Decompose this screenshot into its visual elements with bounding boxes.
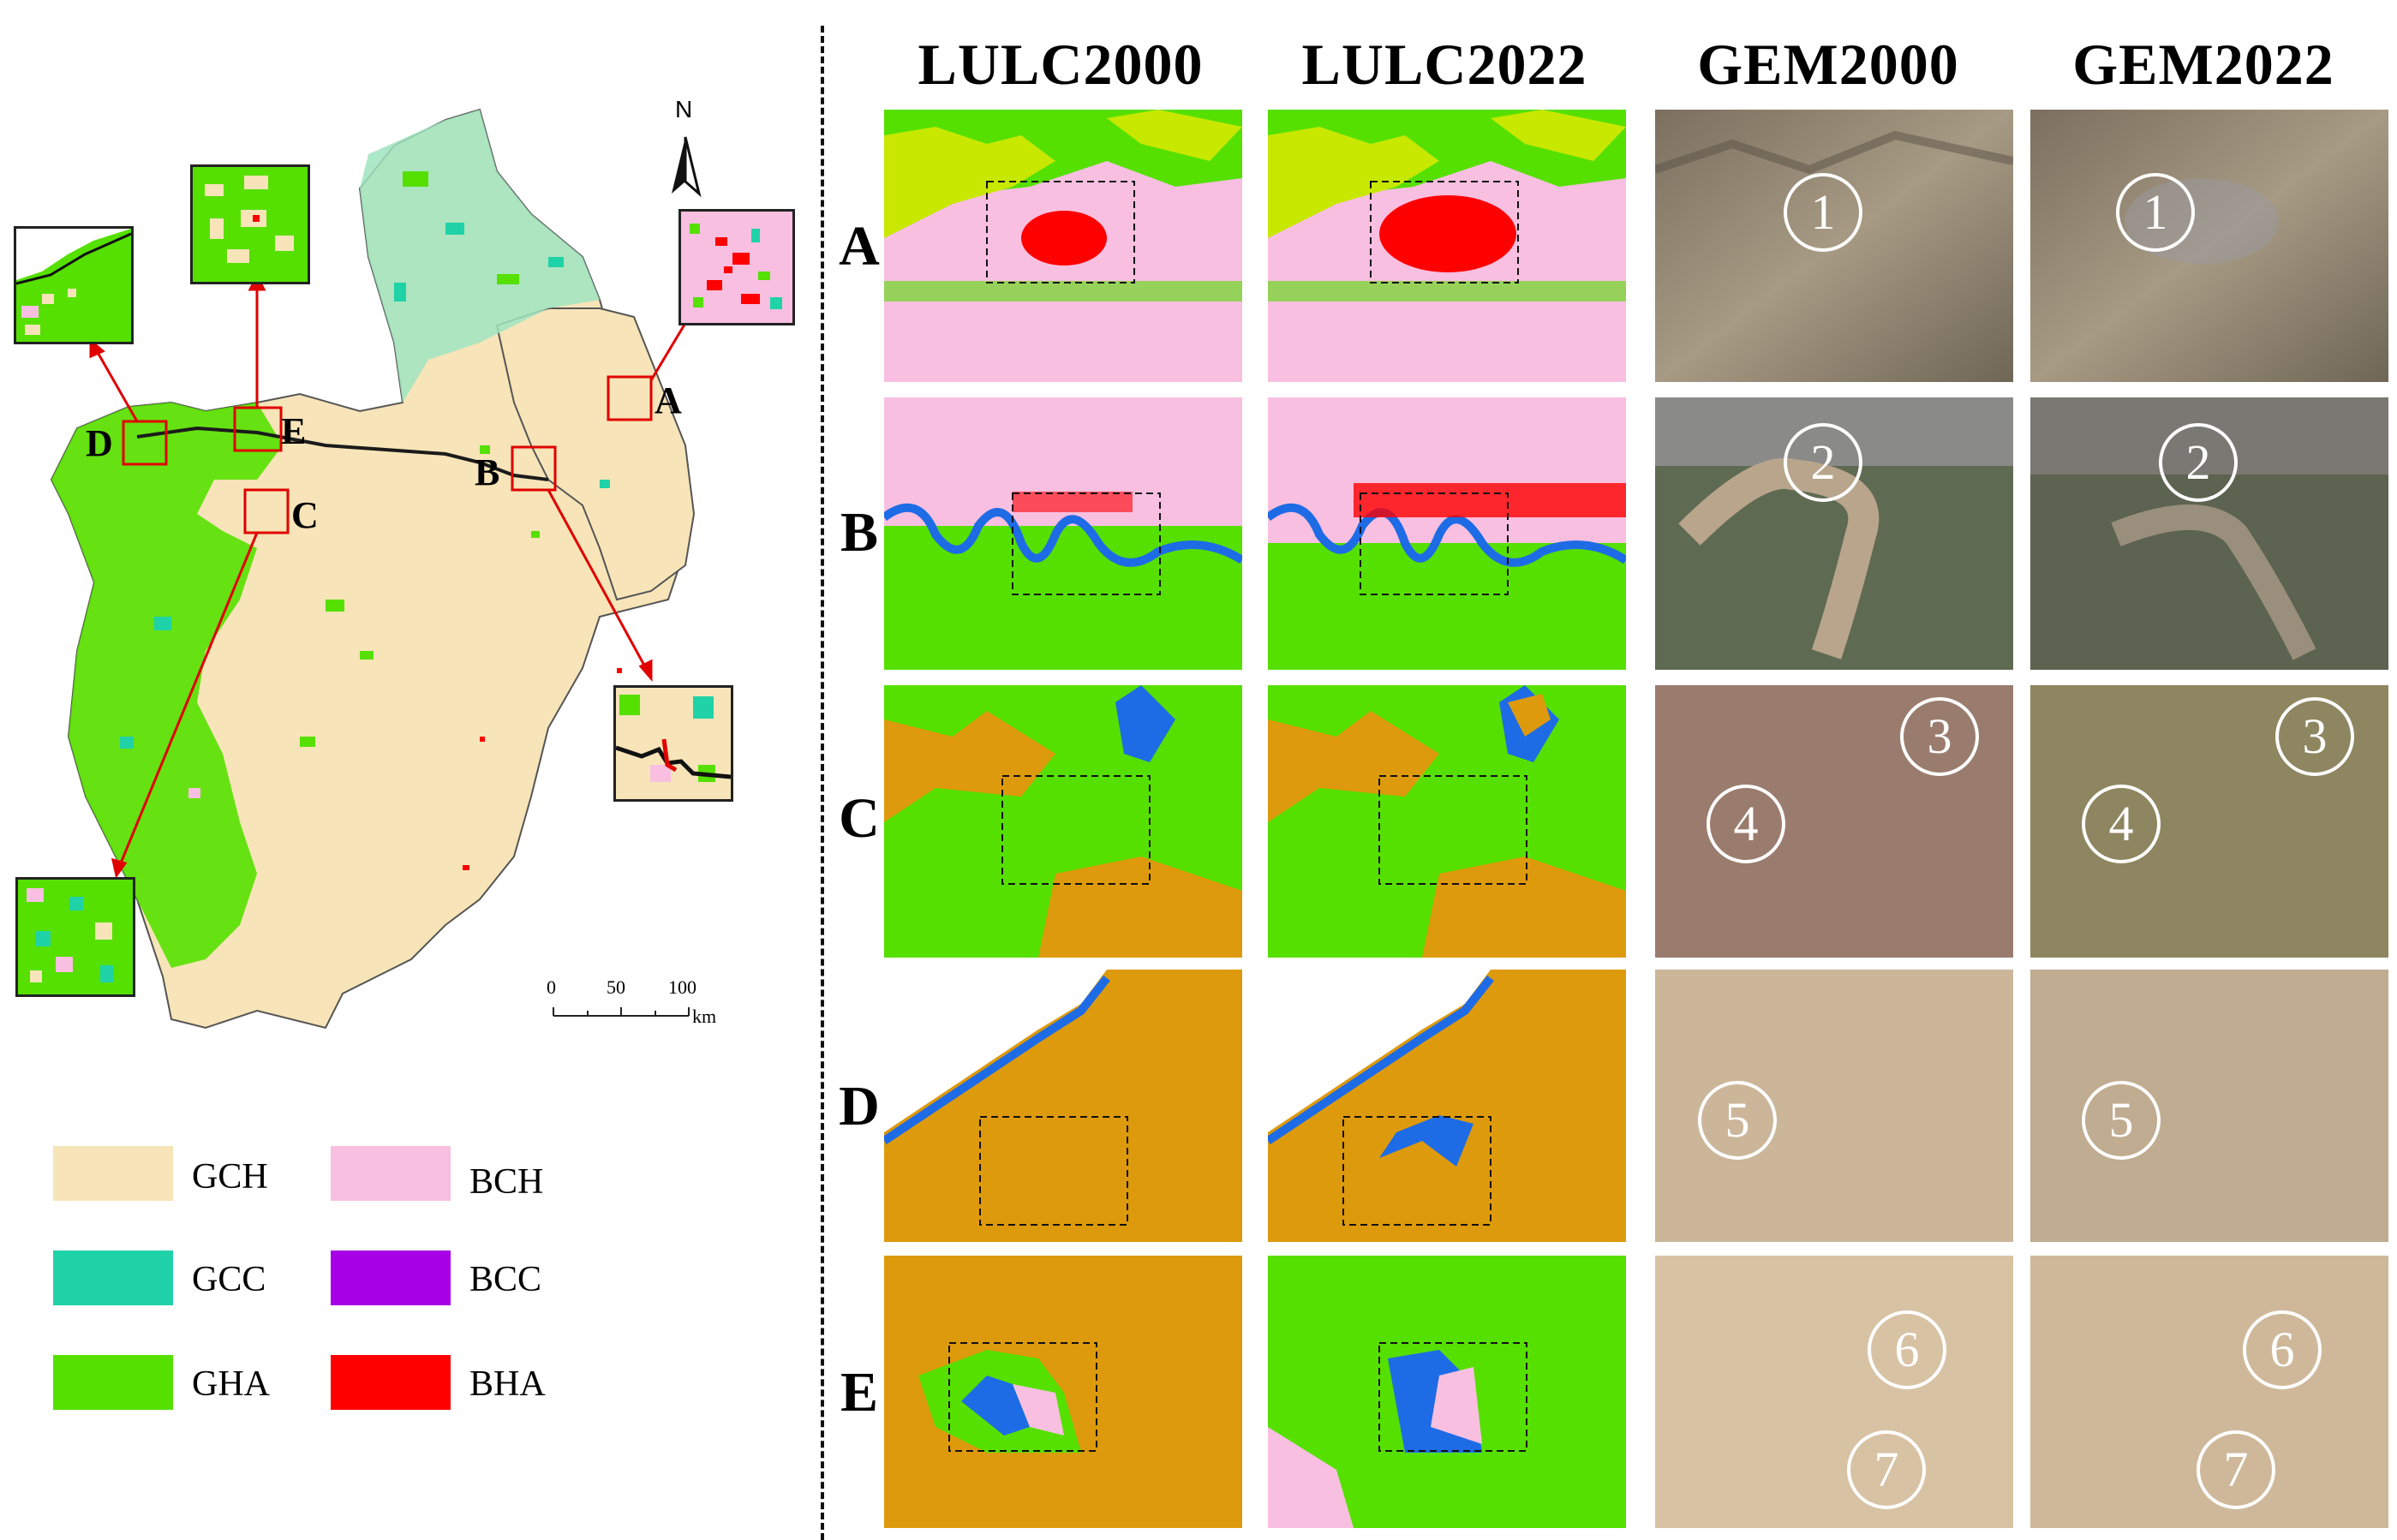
box-b [511, 445, 557, 492]
col-header-lulc2000: LULC2000 [918, 32, 1204, 97]
box-c [243, 488, 290, 534]
legend-label-gcc: GCC [192, 1260, 266, 1299]
row-letter-b: B [840, 501, 879, 564]
panel-b-gem2000: 2 [1655, 397, 2013, 670]
marker-3: 3 [1900, 697, 1979, 776]
row-letter-e: E [840, 1361, 879, 1424]
inset-b [613, 685, 733, 802]
legend-label-bcc: BCC [469, 1260, 542, 1299]
class-speckles [120, 171, 622, 870]
legend-label-bch: BCH [469, 1162, 544, 1202]
legend-label-bha: BHA [469, 1364, 546, 1404]
map-label-e: E [281, 410, 307, 452]
col-header-lulc2022: LULC2022 [1301, 32, 1587, 97]
map-label-a: A [655, 379, 682, 421]
river-line [136, 426, 549, 481]
inset-d [14, 226, 134, 344]
map-label-d: D [86, 422, 113, 464]
panel-c-lulc2022 [1268, 685, 1626, 958]
row-letter-c: C [839, 787, 880, 850]
col-header-gem2000: GEM2000 [1697, 32, 1959, 97]
inset-b-pattern [616, 688, 731, 799]
marker-5: 5 [2082, 1081, 2161, 1160]
inset-c-pattern [18, 880, 133, 994]
marker-4: 4 [1707, 785, 1785, 863]
panel-e-lulc2022 [1268, 1256, 1626, 1528]
panel-b-gem2022: 2 [2030, 397, 2388, 670]
legend-swatch-bch [331, 1146, 451, 1201]
west-green-area [51, 403, 283, 968]
legend-label-gha: GHA [192, 1364, 270, 1404]
inset-d-pattern [16, 229, 131, 342]
north-label: N [675, 96, 693, 122]
marker-6: 6 [2243, 1310, 2322, 1389]
inset-c [15, 877, 135, 997]
inset-a [678, 209, 795, 325]
panel-c-gem2000: 3 4 [1655, 685, 2013, 958]
panel-d-gem2000: 5 [1655, 970, 2013, 1242]
scale-unit: km [692, 1006, 717, 1027]
marker-7: 7 [2197, 1430, 2275, 1509]
marker-6: 6 [1868, 1310, 1946, 1389]
panel-a-gem2022: 1 [2030, 110, 2388, 382]
marker-4: 4 [2082, 785, 2161, 863]
row-letter-d: D [839, 1075, 880, 1137]
scale-tick-50: 50 [607, 976, 625, 998]
marker-2: 2 [2159, 423, 2238, 502]
north-arrow-icon [672, 136, 702, 198]
panel-divider [821, 26, 824, 1540]
marker-5: 5 [1698, 1081, 1777, 1160]
panel-c-lulc2000 [884, 685, 1242, 958]
panel-d-gem2022: 5 [2030, 970, 2388, 1242]
marker-1: 1 [1784, 173, 1862, 252]
marker-1: 1 [2116, 173, 2195, 252]
inset-arrows [89, 272, 704, 879]
panel-b-lulc2000 [884, 397, 1242, 670]
panel-a-gem2000: 1 [1655, 110, 2013, 382]
marker-2: 2 [1784, 423, 1862, 502]
marker-7: 7 [1847, 1430, 1926, 1509]
panel-d-lulc2000 [884, 970, 1242, 1242]
scale-tick-0: 0 [547, 976, 556, 998]
row-letter-a: A [839, 215, 880, 278]
marker-3: 3 [2275, 697, 2354, 776]
col-header-gem2022: GEM2022 [2072, 32, 2334, 97]
east-region [495, 307, 696, 601]
scale-bar [553, 1007, 690, 1017]
inset-e [190, 164, 310, 284]
map-label-c: C [291, 494, 319, 536]
panel-d-lulc2022 [1268, 970, 1626, 1242]
panel-c-gem2022: 3 4 [2030, 685, 2388, 958]
legend-swatch-gcc [53, 1251, 173, 1305]
scale-tick-100: 100 [668, 976, 696, 998]
legend-label-gch: GCH [192, 1157, 268, 1197]
legend-swatch-bha [331, 1355, 451, 1410]
inset-a-pattern [681, 212, 792, 323]
inset-e-pattern [193, 167, 308, 282]
panel-e-gem2000: 6 7 [1655, 1256, 2013, 1528]
panel-b-lulc2022 [1268, 397, 1626, 670]
legend-swatch-bcc [331, 1251, 451, 1305]
map-label-b: B [475, 451, 500, 493]
panel-a-lulc2000 [884, 110, 1242, 382]
panel-a-lulc2022 [1268, 110, 1626, 382]
panel-e-gem2022: 6 7 [2030, 1256, 2388, 1528]
box-a [607, 375, 653, 421]
panel-e-lulc2000 [884, 1256, 1242, 1528]
legend-swatch-gha [53, 1355, 173, 1410]
box-d [122, 420, 168, 466]
legend-swatch-gch [53, 1146, 173, 1201]
overview-map [50, 108, 704, 1030]
